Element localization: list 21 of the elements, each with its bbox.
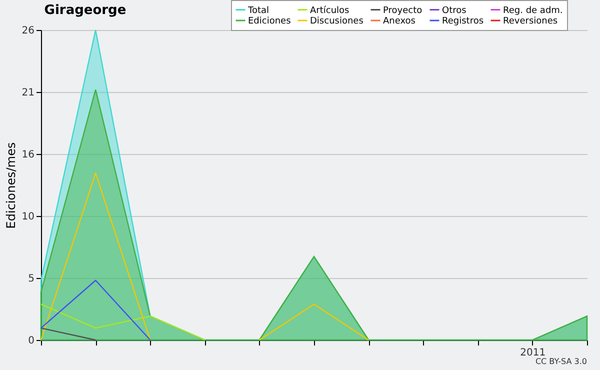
x-tick-label: 2011 (520, 348, 546, 358)
y-tick-label: 0 (28, 336, 34, 346)
y-tick-label: 10 (22, 212, 34, 222)
legend-label: Otros (442, 6, 467, 16)
line-series (40, 304, 206, 341)
y-tick-label: 16 (22, 150, 34, 160)
legend-label: Anexos (383, 16, 416, 26)
legend-label: Artículos (310, 4, 350, 16)
legend-label: Total (247, 6, 270, 16)
legend-label: Discusiones (310, 16, 364, 26)
legend-label: Registros (442, 16, 484, 26)
y-tick-label: 21 (22, 88, 34, 98)
y-tick-label: 5 (28, 274, 34, 284)
y-axis-title: Ediciones/mes (4, 142, 18, 229)
legend-label: Ediciones (248, 16, 292, 26)
y-tick-label: 26 (22, 26, 34, 36)
legend-label: Proyecto (383, 6, 423, 16)
text: CC BY-SA 3.0 (535, 357, 587, 366)
legend-label: Reversiones (503, 16, 558, 26)
chart-title: Girageorge (44, 3, 126, 18)
legend-label: Reg. de adm. (503, 6, 563, 16)
